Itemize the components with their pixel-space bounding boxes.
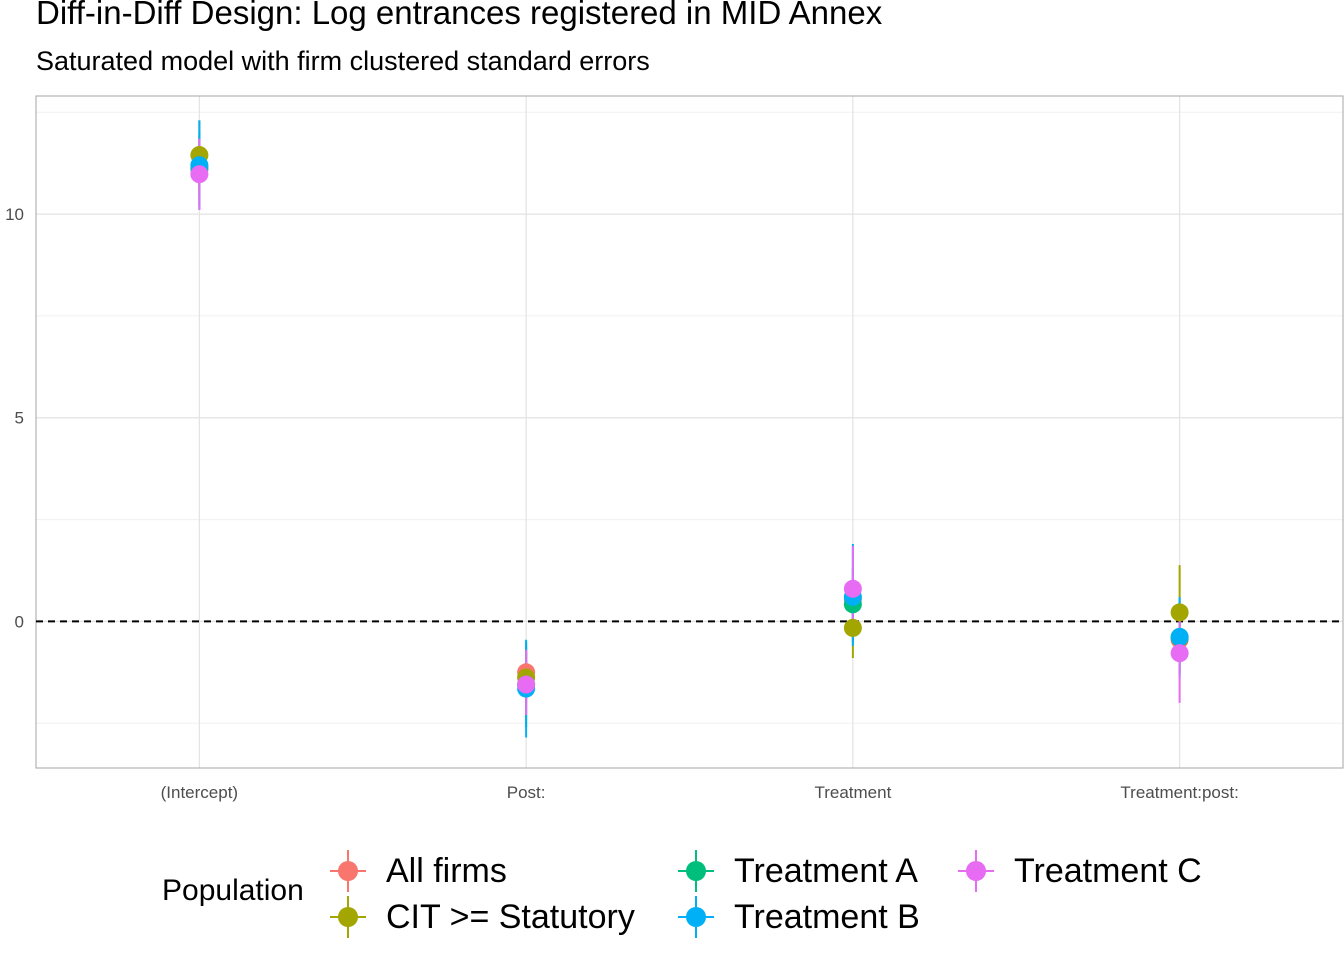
legend-item: All firms <box>328 848 507 894</box>
chart-title: Diff-in-Diff Design: Log entrances regis… <box>36 0 883 31</box>
y-tick-label: 10 <box>5 205 24 224</box>
data-point <box>517 675 536 694</box>
data-point <box>843 579 862 598</box>
legend-label: All firms <box>386 851 507 890</box>
data-point <box>1170 603 1189 622</box>
y-tick-label: 0 <box>15 612 24 631</box>
legend-key-icon <box>676 894 716 940</box>
x-tick-label: Treatment:post: <box>1120 783 1238 802</box>
y-tick-label: 5 <box>15 409 24 428</box>
panel-border <box>35 95 1344 769</box>
chart-subtitle: Saturated model with firm clustered stan… <box>36 46 650 76</box>
legend-key-icon <box>328 894 368 940</box>
legend-item: Treatment A <box>676 848 918 894</box>
legend-item: Treatment C <box>956 848 1202 894</box>
data-point <box>190 165 209 184</box>
data-point <box>1170 627 1189 646</box>
legend-item: CIT >= Statutory <box>328 894 635 940</box>
legend-key-icon <box>956 848 996 894</box>
legend-title: Population <box>162 874 304 907</box>
legend-label: Treatment C <box>1014 851 1202 890</box>
coefficient-plot: 0 5 10 (Intercept) Post: Treatment Treatment:p… <box>5 95 1344 802</box>
legend-label: Treatment B <box>734 897 920 936</box>
legend-item: Treatment B <box>676 894 920 940</box>
legend-key-icon <box>676 848 716 894</box>
x-tick-label: Treatment <box>814 783 891 802</box>
legend-key-icon <box>328 848 368 894</box>
x-tick-label: (Intercept) <box>161 783 238 802</box>
legend-label: CIT >= Statutory <box>386 897 635 936</box>
x-tick-label: Post: <box>507 783 546 802</box>
data-point <box>1170 644 1189 663</box>
plot-panel <box>36 96 1343 768</box>
legend-label: Treatment A <box>734 851 918 890</box>
data-point <box>843 618 862 637</box>
